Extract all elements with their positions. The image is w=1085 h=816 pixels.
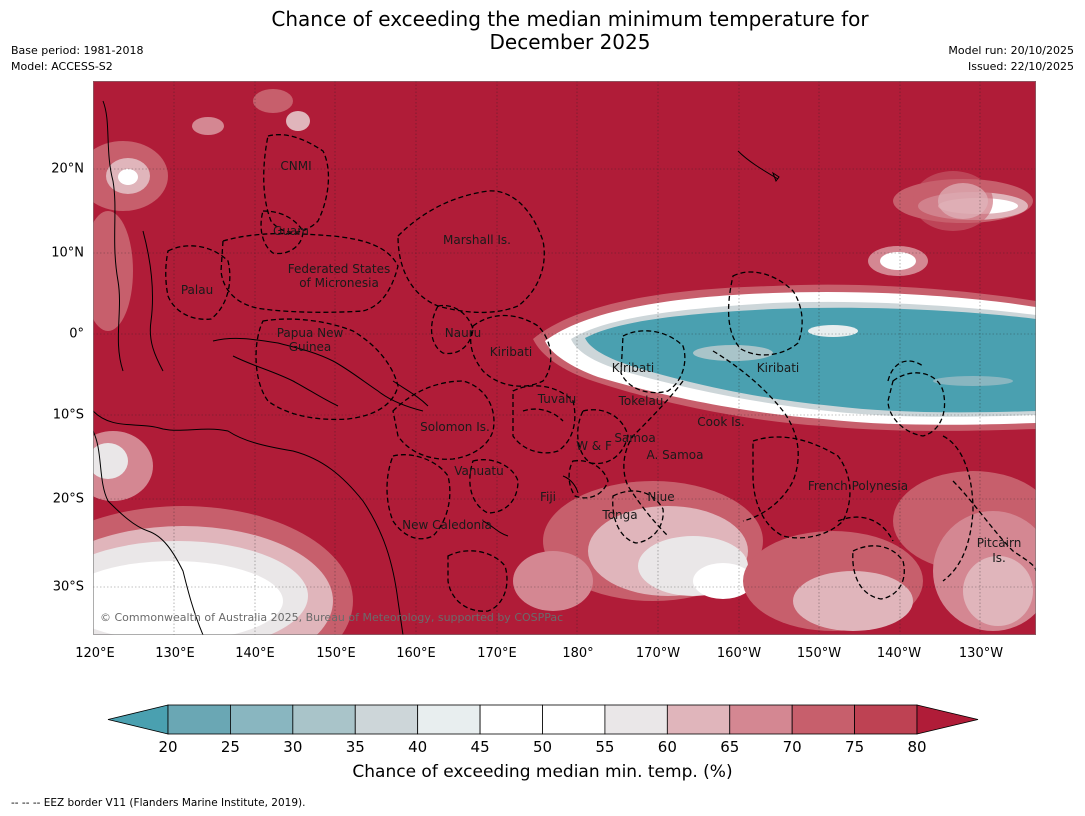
colorbar-tick-25: 25 — [220, 738, 240, 756]
label-vanuatu: Vanuatu — [454, 464, 504, 478]
meta-right: Model run: 20/10/2025 Issued: 22/10/2025 — [948, 43, 1074, 75]
meta-left: Base period: 1981-2018 Model: ACCESS-S2 — [11, 43, 143, 75]
lon-label-180: 180° — [562, 646, 594, 661]
lon-label-140e: 140°E — [235, 646, 275, 661]
colorbar-bin-60-65 — [666, 704, 731, 735]
lon-label-150e: 150°E — [316, 646, 356, 661]
lon-label-130e: 130°E — [155, 646, 195, 661]
coastlines — [93, 100, 780, 635]
chart-title: Chance of exceeding the median minimum t… — [170, 8, 970, 54]
colorbar-tick-50: 50 — [532, 738, 553, 756]
colorbar-tick-20: 20 — [158, 738, 178, 756]
colorbar-bin-25-30 — [230, 704, 294, 735]
label-pitcairn-2: Is. — [992, 551, 1006, 565]
title-line-2: December 2025 — [489, 30, 651, 54]
graticule — [93, 81, 1036, 635]
label-kiribati-west: Kiribati — [490, 345, 532, 359]
lat-label-20s: 20°S — [52, 491, 84, 507]
colorbar-bin-30-35 — [292, 704, 356, 735]
lon-label-150w: 150°W — [796, 646, 842, 661]
label-fsm-2: of Micronesia — [299, 276, 379, 290]
colorbar-bin-75-80 — [854, 704, 918, 735]
model-name: Model: ACCESS-S2 — [11, 60, 113, 73]
title-line-1: Chance of exceeding the median minimum t… — [271, 7, 869, 31]
label-new-caledonia: New Caledonia — [402, 518, 492, 532]
map-panel[interactable]: CNMI Guam Marshall Is. Federated States … — [93, 81, 1036, 635]
colorbar-bin-40-45 — [417, 704, 481, 735]
region-labels: CNMI Guam Marshall Is. Federated States … — [181, 159, 1021, 565]
label-cnmi: CNMI — [280, 159, 311, 173]
colorbar-bin-45-50 — [479, 704, 543, 735]
lat-label-0: 0° — [69, 326, 84, 342]
label-guam: Guam — [273, 224, 309, 238]
lat-label-10n: 10°N — [51, 245, 84, 261]
lon-label-140w: 140°W — [876, 646, 922, 661]
label-cook: Cook Is. — [697, 415, 744, 429]
colorbar-bin-70-75 — [791, 704, 855, 735]
south-pacific-field — [513, 471, 1036, 631]
base-period: Base period: 1981-2018 — [11, 44, 144, 57]
colorbar-bin-50-55 — [542, 704, 606, 735]
colorbar-tick-55: 55 — [595, 738, 615, 756]
label-kiribati-east: Kiribati — [757, 361, 799, 375]
probability-map: CNMI Guam Marshall Is. Federated States … — [93, 81, 1036, 635]
colorbar-graphic — [107, 704, 979, 735]
label-tuvalu: Tuvalu — [537, 392, 577, 406]
eez-borders — [165, 134, 1036, 612]
nw-field — [93, 89, 310, 331]
australia-field — [93, 431, 353, 635]
lon-label-130w: 130°W — [958, 646, 1004, 661]
colorbar-tick-45: 45 — [470, 738, 490, 756]
eez-footnote: -- -- -- EEZ border V11 (Flanders Marine… — [11, 797, 306, 809]
label-samoa: Samoa — [614, 431, 655, 445]
label-wf: W & F — [576, 439, 612, 453]
label-kiribati-central: Kiribati — [612, 361, 654, 375]
colorbar-tick-75: 75 — [845, 738, 865, 756]
lon-label-170e: 170°E — [477, 646, 517, 661]
cool-tongue — [533, 284, 1036, 431]
label-niue: Niue — [647, 490, 674, 504]
label-solomon: Solomon Is. — [420, 420, 490, 434]
colorbar-tick-60: 60 — [657, 738, 677, 756]
label-tokelau: Tokelau — [618, 394, 664, 408]
map-frame — [93, 81, 1036, 635]
colorbar-bin-55-60 — [604, 704, 668, 735]
colorbar-tick-30: 30 — [283, 738, 303, 756]
lon-label-160w: 160°W — [716, 646, 762, 661]
lat-label-30s: 30°S — [52, 579, 84, 595]
label-marshall: Marshall Is. — [443, 233, 511, 247]
colorbar-bin-20-25 — [167, 704, 231, 735]
label-nauru: Nauru — [445, 326, 481, 340]
label-fsm-1: Federated States — [288, 262, 390, 276]
colorbar — [106, 704, 980, 740]
colorbar-tick-65: 65 — [720, 738, 740, 756]
colorbar-tick-80: 80 — [907, 738, 927, 756]
colorbar-bin-65-70 — [729, 704, 793, 735]
lat-label-10s: 10°S — [52, 407, 84, 423]
colorbar-tick-35: 35 — [345, 738, 365, 756]
ne-field — [868, 171, 1033, 276]
copyright-notice: © Commonwealth of Australia 2025, Bureau… — [100, 611, 563, 624]
colorbar-tick-70: 70 — [782, 738, 802, 756]
label-tonga: Tonga — [601, 508, 637, 522]
colorbar-tick-40: 40 — [408, 738, 428, 756]
lon-label-170w: 170°W — [635, 646, 681, 661]
label-american-samoa: A. Samoa — [647, 448, 704, 462]
label-palau: Palau — [181, 283, 213, 297]
label-pitcairn-1: Pitcairn — [977, 536, 1022, 550]
colorbar-extend-high — [916, 704, 979, 735]
lon-label-120e: 120°E — [75, 646, 115, 661]
label-fiji: Fiji — [540, 490, 556, 504]
model-run: Model run: 20/10/2025 — [948, 44, 1074, 57]
label-french-polynesia: French Polynesia — [808, 479, 908, 493]
issued-date: Issued: 22/10/2025 — [967, 60, 1074, 73]
colorbar-bin-35-40 — [354, 704, 419, 735]
lon-label-160e: 160°E — [396, 646, 436, 661]
colorbar-extend-low — [107, 704, 169, 735]
lat-label-20n: 20°N — [51, 161, 84, 177]
label-png-2: Guinea — [289, 340, 332, 354]
label-png-1: Papua New — [277, 326, 344, 340]
colorbar-title: Chance of exceeding median min. temp. (%… — [352, 762, 733, 782]
